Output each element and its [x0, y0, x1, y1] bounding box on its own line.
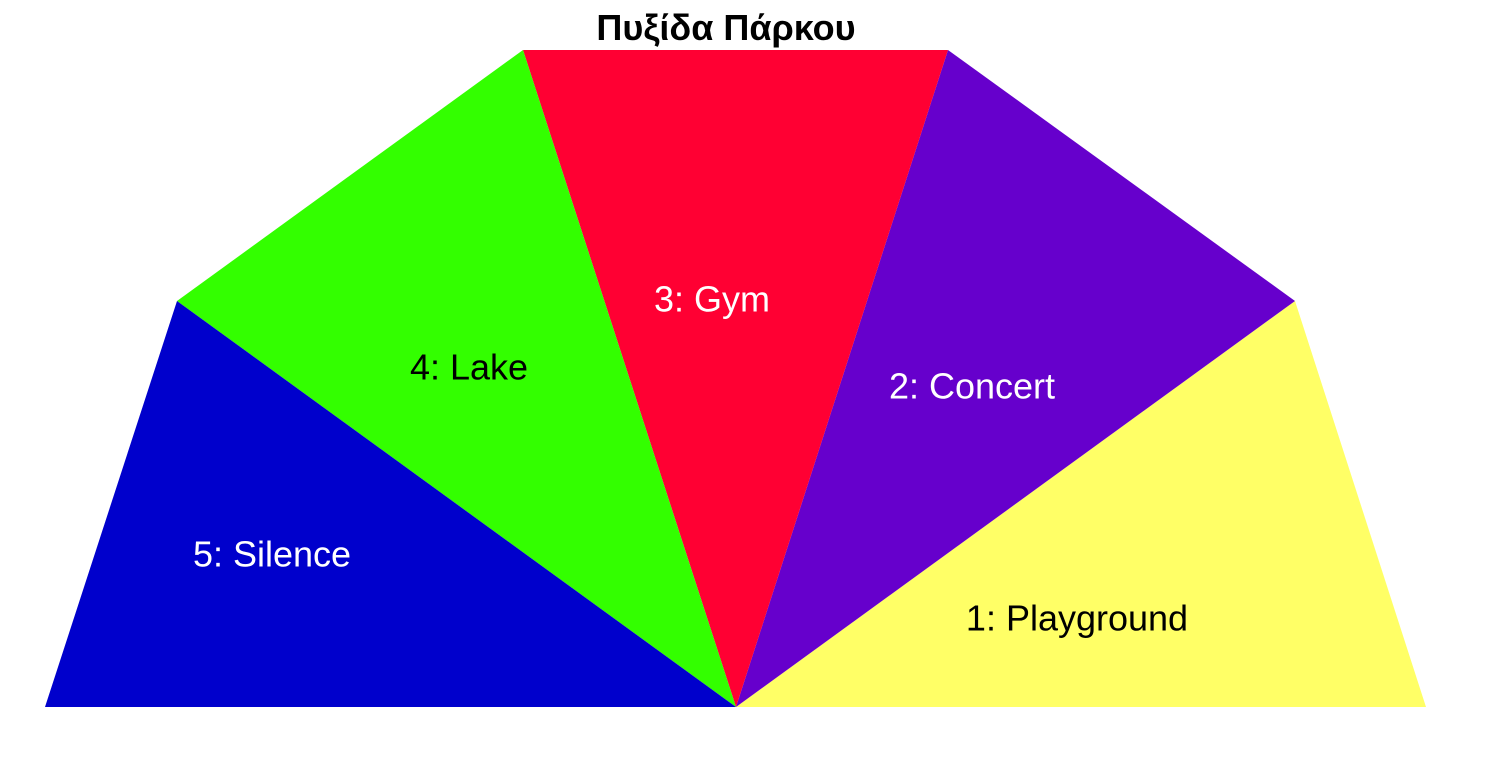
sector-label-lake: 4: Lake: [410, 347, 528, 388]
sector-label-playground: 1: Playground: [966, 598, 1188, 639]
sector-silence: [45, 301, 736, 707]
sector-label-gym: 3: Gym: [654, 279, 770, 320]
sector-label-silence: 5: Silence: [193, 534, 351, 575]
sector-concert: [736, 50, 1295, 707]
sector-lake: [177, 50, 736, 707]
compass-title: Πυξίδα Πάρκου: [596, 7, 856, 48]
sector-playground: [736, 301, 1426, 707]
sector-gym: [523, 50, 948, 707]
sectors-layer: [45, 50, 1426, 707]
sector-label-concert: 2: Concert: [889, 366, 1055, 407]
labels-layer: 1: Playground 2: Concert 3: Gym 4: Lake 5: S…: [193, 279, 1188, 639]
